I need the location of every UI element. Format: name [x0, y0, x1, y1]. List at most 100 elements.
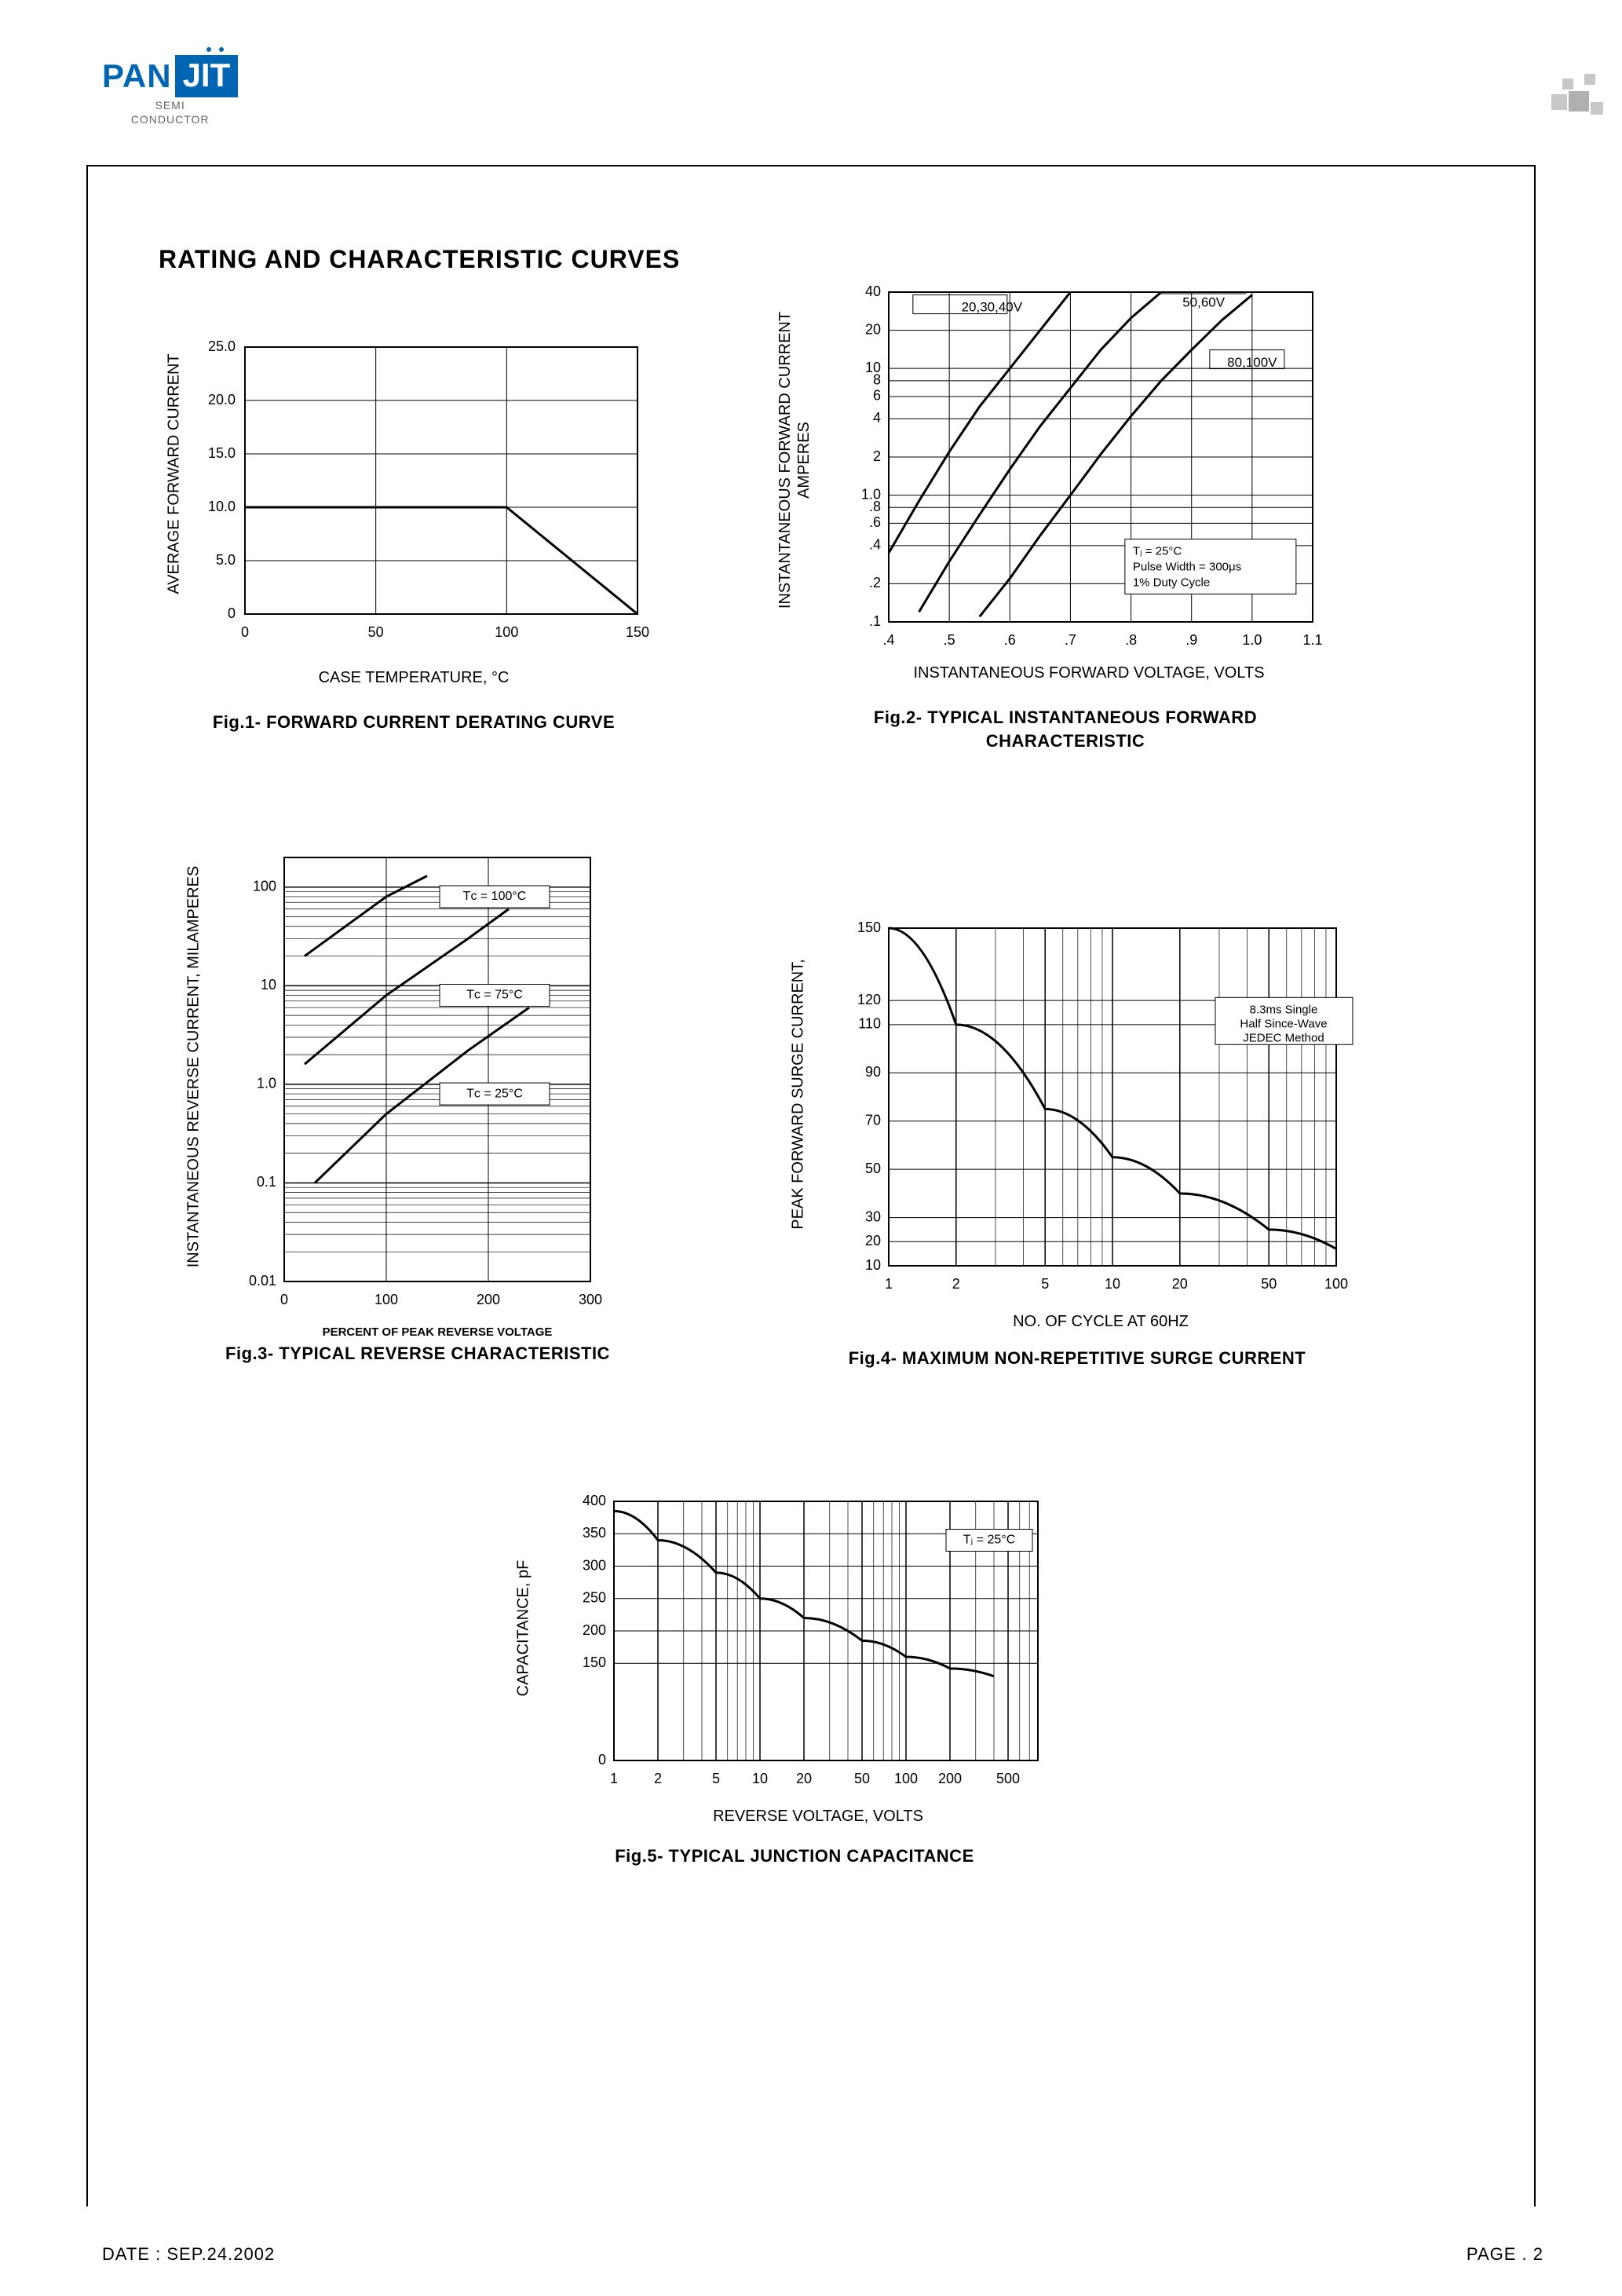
svg-text:10: 10	[261, 977, 276, 993]
company-logo: PAN JIT SEMI CONDUCTOR	[102, 55, 238, 126]
fig1-xlabel: CASE TEMPERATURE, °C	[159, 669, 669, 687]
svg-text:5: 5	[712, 1771, 720, 1786]
svg-text:25.0: 25.0	[208, 339, 236, 354]
svg-text:Tᴄ = 100°C: Tᴄ = 100°C	[463, 890, 527, 903]
svg-text:Tⱼ = 25°C: Tⱼ = 25°C	[1133, 545, 1182, 558]
section-title: RATING AND CHARACTERISTIC CURVES	[159, 245, 680, 274]
svg-text:0.1: 0.1	[257, 1174, 276, 1190]
svg-text:100: 100	[495, 624, 518, 640]
svg-text:Half Since-Wave: Half Since-Wave	[1240, 1017, 1327, 1030]
logo-sub-1: SEMI	[155, 99, 185, 112]
svg-text:10.0: 10.0	[208, 499, 236, 514]
svg-text:.4: .4	[882, 632, 894, 648]
svg-text:.2: .2	[869, 575, 881, 590]
svg-text:1% Duty Cycle: 1% Duty Cycle	[1133, 576, 1210, 590]
fig1-derating-curve: AVERAGE FORWARD CURRENT 0 50 100 150 0 5.0 10.…	[159, 339, 669, 734]
svg-text:1: 1	[610, 1771, 618, 1786]
svg-text:50: 50	[368, 624, 384, 640]
svg-text:100: 100	[374, 1292, 398, 1307]
svg-text:Tᴄ = 75°C: Tᴄ = 75°C	[466, 989, 523, 1002]
svg-text:.1: .1	[869, 613, 881, 629]
svg-text:250: 250	[583, 1590, 606, 1606]
svg-text:20,30,40V: 20,30,40V	[962, 300, 1023, 315]
svg-text:0: 0	[280, 1292, 288, 1307]
svg-text:400: 400	[583, 1493, 606, 1508]
page-border: RATING AND CHARACTERISTIC CURVES AVERAGE…	[86, 165, 1536, 2206]
svg-text:350: 350	[583, 1525, 606, 1541]
svg-text:80,100V: 80,100V	[1227, 355, 1277, 370]
svg-text:.4: .4	[869, 537, 881, 553]
svg-text:110: 110	[858, 1016, 881, 1032]
fig3-reverse-characteristic: INSTANTANEOUS REVERSE CURRENT, MILAMPERE…	[182, 850, 653, 1366]
svg-text:100: 100	[253, 879, 276, 894]
svg-text:Tⱼ = 25°C: Tⱼ = 25°C	[963, 1534, 1016, 1547]
svg-text:15.0: 15.0	[208, 445, 236, 461]
fig1-ylabel: AVERAGE FORWARD CURRENT	[166, 349, 184, 600]
svg-text:JEDEC Method: JEDEC Method	[1243, 1031, 1324, 1044]
svg-text:20: 20	[1172, 1276, 1188, 1292]
fig4-caption: Fig.4- MAXIMUM NON-REPETITIVE SURGE CURR…	[771, 1347, 1383, 1370]
footer-page: PAGE . 2	[1467, 2244, 1543, 2265]
fig5-xlabel: REVERSE VOLTAGE, VOLTS	[543, 1808, 1093, 1826]
svg-text:0.01: 0.01	[249, 1273, 276, 1289]
fig5-caption: Fig.5- TYPICAL JUNCTION CAPACITANCE	[496, 1844, 1093, 1868]
svg-text:.8: .8	[1125, 632, 1137, 648]
svg-text:10: 10	[865, 360, 881, 375]
logo-sub-2: CONDUCTOR	[131, 113, 210, 126]
svg-text:200: 200	[938, 1771, 962, 1786]
svg-text:0: 0	[228, 605, 236, 621]
svg-text:300: 300	[579, 1292, 602, 1307]
svg-text:20: 20	[865, 1233, 881, 1249]
svg-text:150: 150	[626, 624, 649, 640]
svg-text:150: 150	[857, 920, 881, 935]
fig1-caption: Fig.1- FORWARD CURRENT DERATING CURVE	[159, 711, 669, 734]
svg-text:90: 90	[865, 1064, 881, 1080]
svg-text:20: 20	[865, 321, 881, 337]
fig4-ylabel: PEAK FORWARD SURGE CURRENT,	[790, 930, 808, 1260]
svg-text:1.0: 1.0	[257, 1076, 276, 1091]
logo-text-right: JIT	[175, 55, 239, 97]
svg-text:1: 1	[885, 1276, 893, 1292]
fig2-caption: Fig.2- TYPICAL INSTANTANEOUS FORWARDCHAR…	[771, 706, 1360, 752]
svg-text:50: 50	[1261, 1276, 1277, 1292]
svg-text:70: 70	[865, 1112, 881, 1128]
fig2-ylabel: INSTANTANEOUS FORWARD CURRENTAMPERES	[776, 291, 813, 629]
svg-text:5: 5	[1041, 1276, 1049, 1292]
svg-text:10: 10	[865, 1257, 881, 1273]
logo-text-left: PAN	[102, 57, 172, 95]
fig3-caption: Fig.3- TYPICAL REVERSE CHARACTERISTIC	[182, 1342, 653, 1366]
svg-text:100: 100	[894, 1771, 918, 1786]
svg-text:50: 50	[854, 1771, 870, 1786]
svg-text:2: 2	[654, 1771, 662, 1786]
svg-text:1.0: 1.0	[1242, 632, 1262, 648]
svg-text:300: 300	[583, 1557, 606, 1573]
svg-text:6: 6	[873, 388, 881, 404]
svg-text:30: 30	[865, 1208, 881, 1224]
svg-text:2: 2	[952, 1276, 960, 1292]
svg-text:Pulse Width = 300μs: Pulse Width = 300μs	[1133, 561, 1241, 574]
svg-text:0: 0	[241, 624, 249, 640]
svg-text:20.0: 20.0	[208, 392, 236, 408]
svg-text:.7: .7	[1065, 632, 1076, 648]
footer-date: DATE : SEP.24.2002	[102, 2244, 275, 2265]
svg-text:8.3ms Single: 8.3ms Single	[1250, 1003, 1318, 1016]
svg-text:0: 0	[598, 1752, 606, 1768]
svg-text:.5: .5	[944, 632, 955, 648]
fig3-ylabel: INSTANTANEOUS REVERSE CURRENT, MILAMPERE…	[185, 847, 203, 1287]
fig5-junction-capacitance: CAPACITANCE, pF 125102050100200500015020…	[496, 1493, 1093, 1868]
fig4-xlabel: NO. OF CYCLE AT 60HZ	[818, 1313, 1383, 1331]
fig3-xlabel: PERCENT OF PEAK REVERSE VOLTAGE	[221, 1325, 653, 1339]
svg-text:50: 50	[865, 1161, 881, 1176]
svg-text:150: 150	[583, 1654, 606, 1670]
svg-text:.6: .6	[869, 514, 881, 530]
fig2-xlabel: INSTANTANEOUS FORWARD VOLTAGE, VOLTS	[818, 664, 1360, 682]
svg-text:2: 2	[873, 448, 881, 464]
svg-text:5.0: 5.0	[216, 552, 236, 568]
svg-text:50,60V: 50,60V	[1182, 294, 1226, 309]
fig2-forward-characteristic: INSTANTANEOUS FORWARD CURRENTAMPERES .4.…	[771, 284, 1360, 752]
svg-text:Tᴄ = 25°C: Tᴄ = 25°C	[466, 1087, 523, 1100]
svg-text:.9: .9	[1185, 632, 1197, 648]
svg-text:20: 20	[796, 1771, 812, 1786]
svg-text:200: 200	[477, 1292, 500, 1307]
svg-text:500: 500	[996, 1771, 1020, 1786]
